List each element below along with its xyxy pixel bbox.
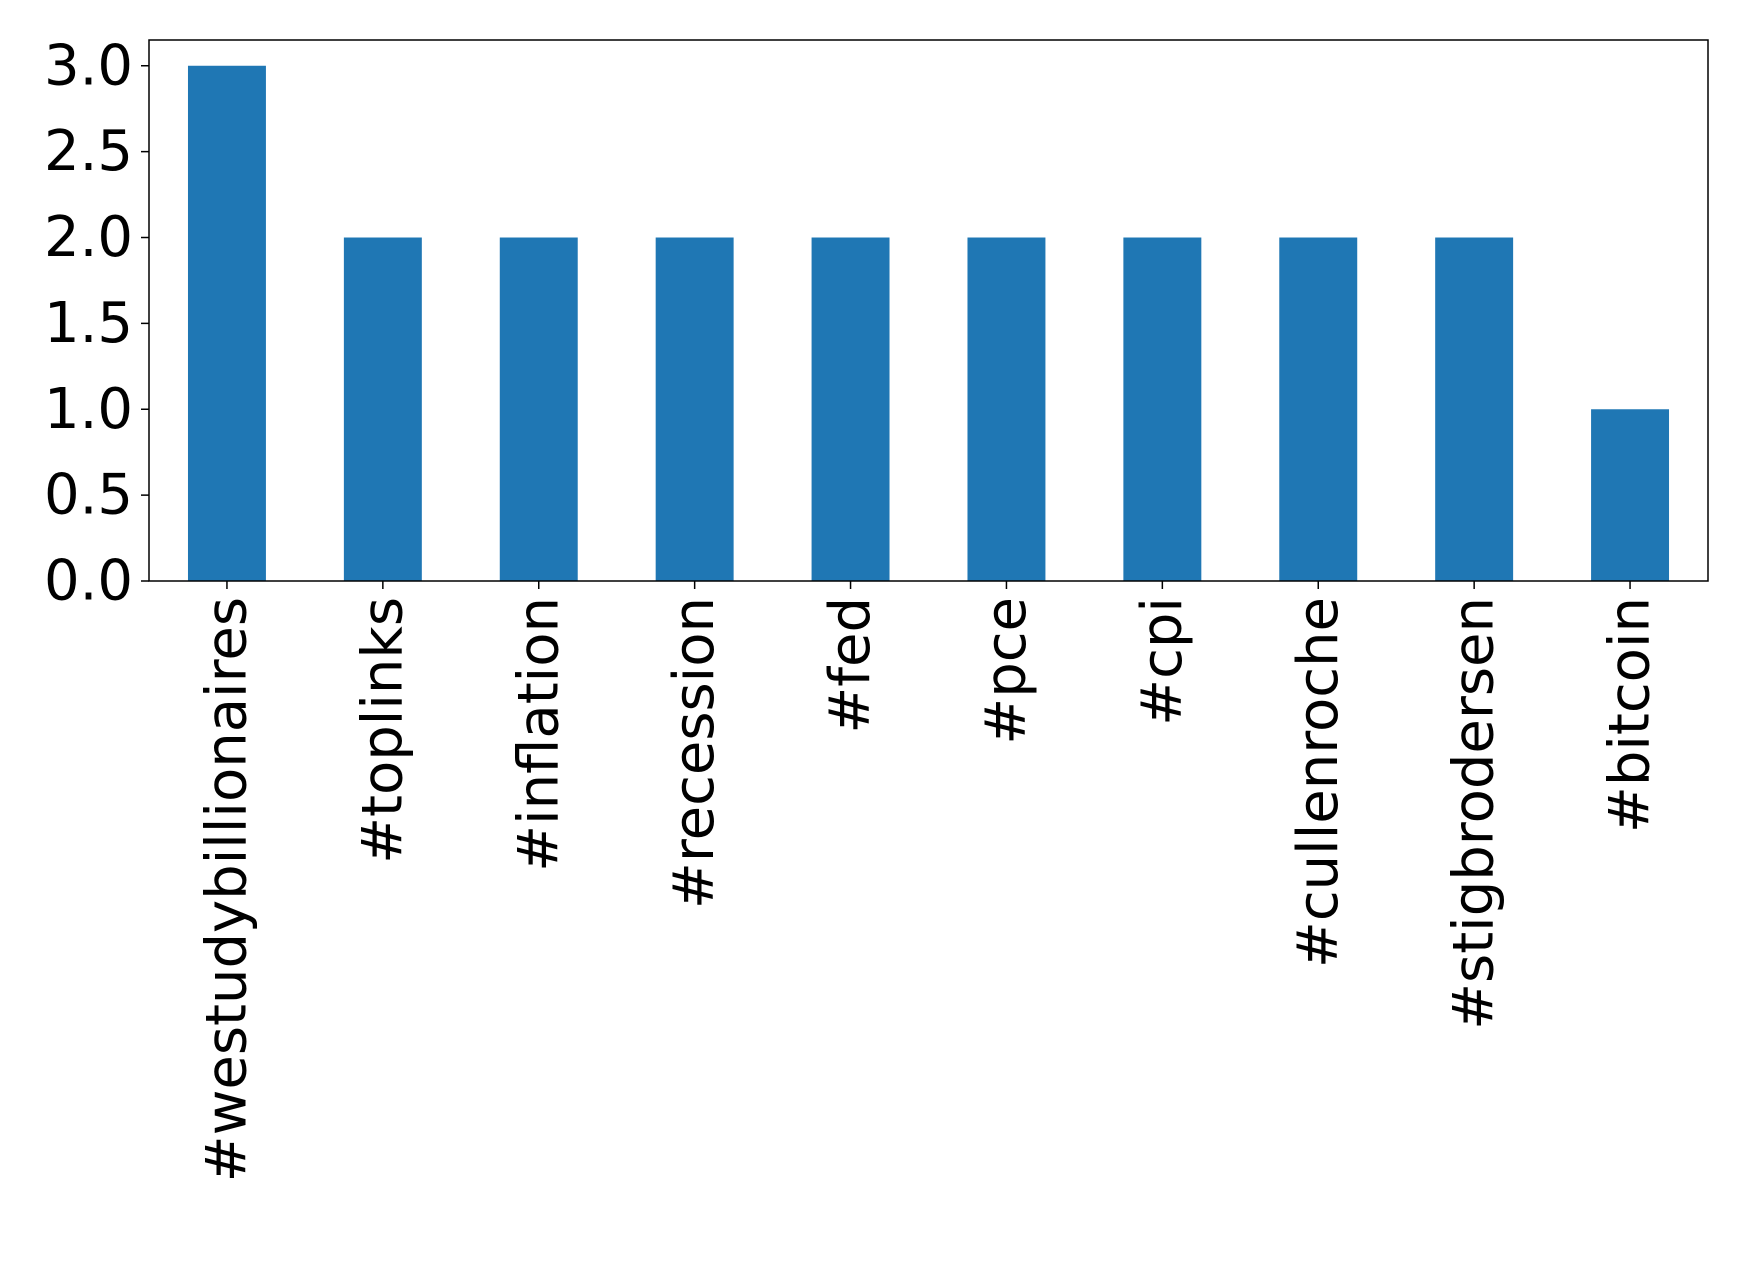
x-tick-label: #toplinks (350, 597, 415, 864)
x-tick-label: #fed (818, 597, 883, 734)
x-tick-label: #bitcoin (1598, 597, 1663, 833)
x-tick-label: #pce (974, 597, 1039, 745)
bar (1435, 237, 1514, 581)
bar (655, 237, 734, 581)
y-tick-label: 1.5 (44, 291, 133, 356)
x-tick-label: #cpi (1130, 597, 1195, 726)
bar (1279, 237, 1358, 581)
bar (1123, 237, 1202, 581)
x-tick-label: #inflation (506, 597, 571, 872)
y-tick-label: 0.0 (44, 549, 133, 614)
x-tick-label: #cullenroche (1286, 597, 1351, 968)
bar (499, 237, 578, 581)
y-tick-label: 1.0 (44, 377, 133, 442)
y-tick-label: 2.0 (44, 205, 133, 270)
x-tick-label: #westudybillionaires (194, 597, 259, 1182)
bar (811, 237, 890, 581)
x-tick-label: #stigbrodersen (1442, 597, 1507, 1030)
bar (343, 237, 422, 581)
bar (967, 237, 1046, 581)
y-tick-label: 0.5 (44, 463, 133, 528)
y-tick-label: 2.5 (44, 119, 133, 184)
plot-frame (148, 39, 1709, 582)
bar (1591, 409, 1670, 581)
bar (187, 65, 266, 581)
y-tick-label: 3.0 (44, 33, 133, 98)
x-tick-label: #recession (662, 597, 727, 909)
